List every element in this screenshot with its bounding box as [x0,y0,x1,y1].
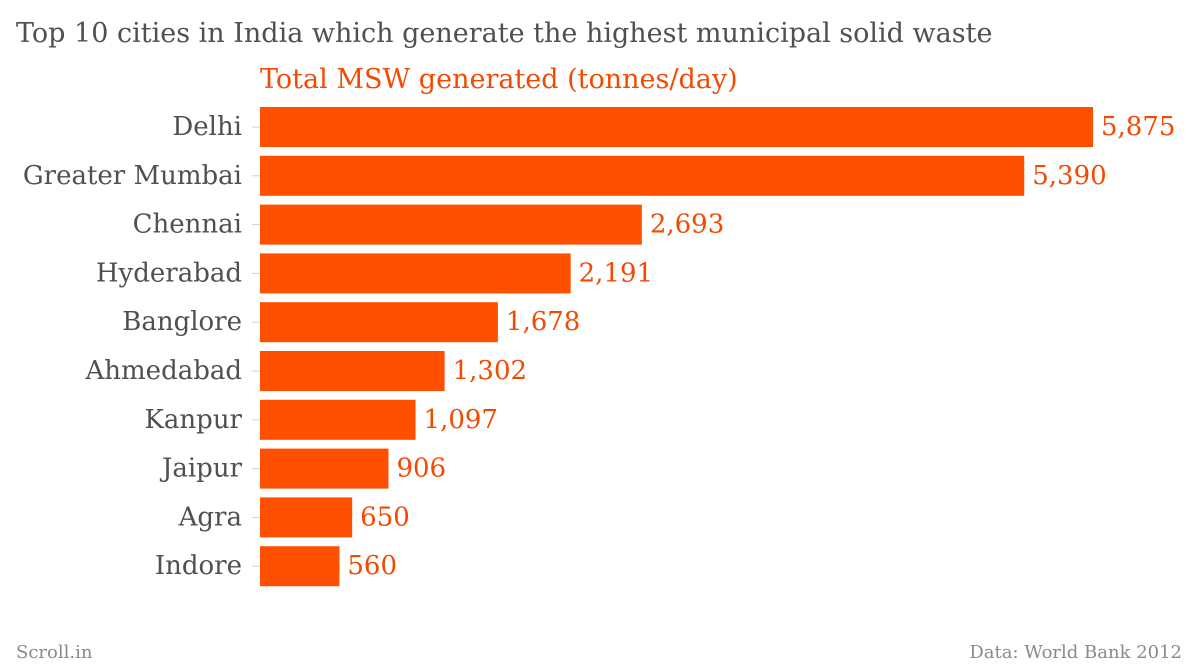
value-label: 1,302 [453,356,527,386]
category-label: Jaipur [159,454,243,484]
bar-delhi [260,107,1093,147]
category-label: Indore [155,551,242,581]
bar-kanpur [260,399,416,440]
value-label: 5,875 [1101,112,1175,142]
value-label: 650 [360,502,410,532]
bar-ahmedabad [260,351,445,391]
value-label: 5,390 [1032,161,1106,191]
data-source: Data: World Bank 2012 [969,642,1182,663]
bar-chennai [260,204,642,245]
value-label: 1,097 [424,405,498,435]
category-label: Hyderabad [96,258,242,288]
series-title: Total MSW generated (tonnes/day) [260,64,738,95]
value-label: 2,693 [650,210,724,240]
category-label: Banglore [122,307,242,337]
value-label: 2,191 [579,258,653,288]
category-label: Ahmedabad [85,356,243,386]
category-label: Chennai [133,210,242,240]
bars-group: Delhi 5,875 Greater Mumbai 5,390 Chennai 2,69… [23,107,1175,587]
chart-title: Top 10 cities in India which generate th… [16,18,993,49]
value-label: 1,678 [506,307,580,337]
category-label: Delhi [172,112,242,142]
source-credit: Scroll.in [16,642,93,663]
bar-agra [260,497,353,538]
value-label: 906 [396,454,446,484]
category-label: Agra [178,502,242,532]
bar-greater-mumbai [260,155,1025,196]
value-label: 560 [347,551,397,581]
category-label: Kanpur [145,405,243,435]
bar-hyderabad [260,253,571,294]
bar-indore [260,546,340,587]
bar-jaipur [260,448,389,489]
bar-banglore [260,302,498,343]
category-label: Greater Mumbai [23,161,242,191]
